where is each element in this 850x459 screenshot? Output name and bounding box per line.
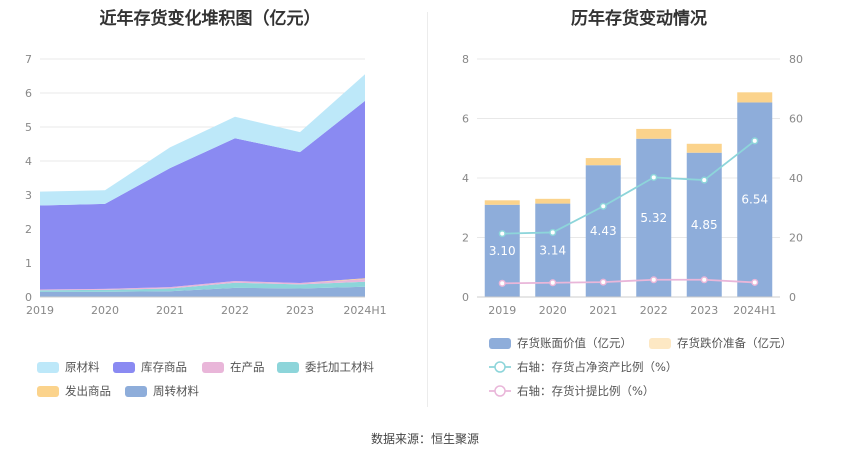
y2-tick-label: 0 [789, 291, 796, 304]
provision-bar [585, 158, 621, 166]
x-tick-label: 2022 [640, 304, 668, 317]
legend-label: 委托加工材料 [305, 360, 374, 374]
legend-label: 发出商品 [65, 384, 111, 398]
data-source: 数据来源：恒生聚源 [370, 432, 479, 446]
legend-swatch [113, 362, 135, 373]
provision-bar [535, 198, 571, 204]
legend-label: 周转材料 [153, 384, 199, 398]
y-tick-label: 7 [25, 53, 32, 66]
y-tick-label: 5 [25, 121, 32, 134]
y-tick-label: 4 [25, 155, 32, 168]
x-tick-label: 2023 [690, 304, 718, 317]
x-tick-label: 2020 [91, 304, 119, 317]
line-point [498, 230, 506, 238]
x-tick-label: 2020 [539, 304, 567, 317]
x-tick-label: 2023 [286, 304, 314, 317]
line-point [599, 202, 607, 210]
line-series [502, 278, 755, 285]
line-point [650, 276, 658, 284]
bar-value-label: 6.54 [741, 193, 768, 207]
line-point [700, 176, 708, 184]
line-point [751, 278, 759, 286]
provision-bar [686, 143, 722, 153]
line-point [549, 279, 557, 287]
area-series [40, 100, 365, 290]
area-chart: 0 1 2 3 4 5 6 7 2019 2020 2021 2022 2023 2024H1 原材料 库存商… [25, 53, 387, 398]
y-tick-label: 2 [462, 232, 469, 245]
legend-swatch [649, 338, 671, 349]
legend-label: 右轴：存货计提比例（%） [517, 384, 654, 398]
x-tick-label: 2024H1 [343, 304, 386, 317]
legend-label: 在产品 [230, 360, 265, 374]
x-tick-label: 2024H1 [733, 304, 776, 317]
line-point [599, 278, 607, 286]
y-tick-label: 4 [462, 172, 469, 185]
legend-marker [494, 361, 506, 373]
y-tick-label: 6 [25, 87, 32, 100]
y-tick-label: 3 [25, 189, 32, 202]
provision-bar [737, 92, 773, 103]
x-tick-label: 2021 [156, 304, 184, 317]
line-point [751, 137, 759, 145]
line-point [549, 228, 557, 236]
legend-label: 库存商品 [141, 360, 187, 374]
provision-bar [484, 200, 520, 205]
legend-label: 右轴：存货占净资产比例（%） [517, 360, 677, 374]
y-tick-label: 0 [25, 291, 32, 304]
inventory-bar [585, 165, 621, 297]
y2-tick-label: 60 [789, 113, 803, 126]
bar-value-label: 3.14 [539, 243, 566, 257]
legend-swatch [37, 362, 59, 373]
inventory-bar [737, 102, 773, 297]
y2-tick-label: 80 [789, 53, 803, 66]
legend-swatch [125, 386, 147, 397]
bar-value-label: 5.32 [640, 211, 667, 225]
area-series [40, 74, 365, 206]
inventory-bar [636, 138, 672, 297]
y2-tick-label: 20 [789, 232, 803, 245]
provision-bar [636, 128, 672, 139]
y-tick-label: 0 [462, 291, 469, 304]
area-series [40, 281, 365, 292]
legend-label: 存货账面价值（亿元） [517, 336, 632, 350]
line-point [498, 279, 506, 287]
area-chart-title: 近年存货变化堆积图（亿元） [99, 9, 321, 29]
legend-swatch [489, 338, 511, 349]
bar-value-label: 4.43 [590, 224, 617, 238]
x-tick-label: 2019 [488, 304, 516, 317]
legend-swatch [277, 362, 299, 373]
legend-marker [494, 385, 506, 397]
x-tick-label: 2019 [26, 304, 54, 317]
bar-value-label: 4.85 [691, 218, 718, 232]
x-tick-label: 2022 [221, 304, 249, 317]
area-series [40, 286, 365, 297]
bar-chart-title: 历年存货变动情况 [571, 9, 707, 29]
legend-label: 原材料 [65, 360, 100, 374]
x-tick-label: 2021 [589, 304, 617, 317]
y-tick-label: 1 [25, 257, 32, 270]
line-series [502, 140, 756, 235]
legend-swatch [37, 386, 59, 397]
legend-swatch [202, 362, 224, 373]
line-point [650, 173, 658, 181]
panel-divider [427, 12, 428, 407]
bar-value-label: 3.10 [489, 244, 516, 258]
y2-tick-label: 40 [789, 172, 803, 185]
y-tick-label: 8 [462, 53, 469, 66]
line-point [700, 276, 708, 284]
area-series [40, 278, 365, 291]
y-tick-label: 6 [462, 113, 469, 126]
legend-label: 存货跌价准备（亿元） [677, 336, 792, 350]
y-tick-label: 2 [25, 223, 32, 236]
